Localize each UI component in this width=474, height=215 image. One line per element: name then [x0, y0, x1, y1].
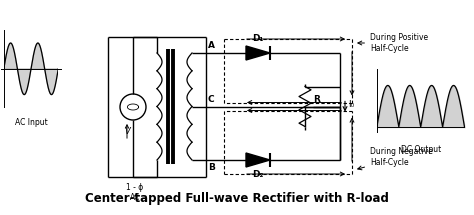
Text: DC Output: DC Output [401, 144, 441, 154]
Text: During Positive
Half-Cycle: During Positive Half-Cycle [358, 33, 428, 53]
Text: During Negative
Half-Cycle: During Negative Half-Cycle [358, 147, 433, 170]
Text: A: A [208, 41, 215, 50]
Polygon shape [246, 153, 270, 167]
Text: Center-tapped Full-wave Rectifier with R-load: Center-tapped Full-wave Rectifier with R… [85, 192, 389, 205]
Text: R: R [313, 95, 320, 104]
Text: B: B [208, 163, 215, 172]
Polygon shape [246, 46, 270, 60]
Text: D₂: D₂ [252, 170, 264, 179]
Text: 1 - ϕ
AC: 1 - ϕ AC [127, 183, 144, 202]
Text: D₁: D₁ [252, 34, 264, 43]
Text: I₀: I₀ [348, 100, 354, 109]
Text: V: V [124, 126, 130, 135]
Text: AC Input: AC Input [15, 118, 47, 127]
Text: C: C [208, 95, 215, 104]
